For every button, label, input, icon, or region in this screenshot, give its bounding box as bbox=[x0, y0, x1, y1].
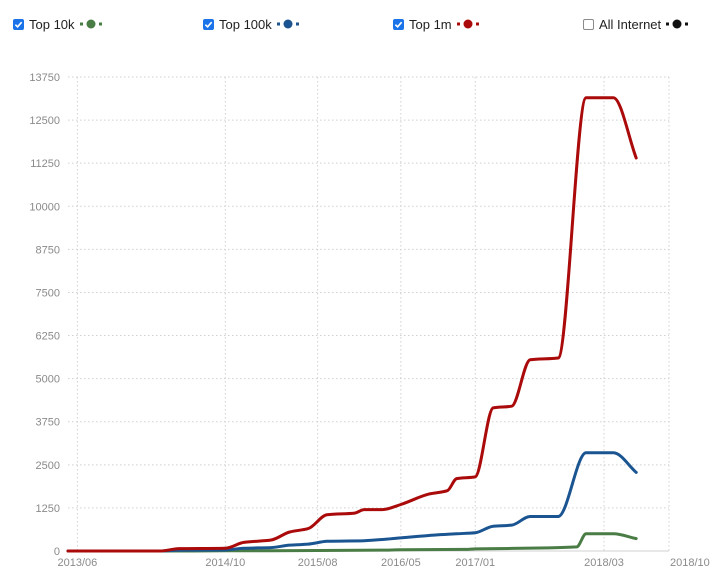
series-line-top-1m bbox=[66, 96, 638, 553]
y-tick-label: 12500 bbox=[29, 115, 60, 127]
y-tick-label: 11250 bbox=[30, 158, 60, 170]
x-tick-label: 2016/05 bbox=[381, 557, 421, 569]
y-axis: 0 1250 2500 3750 5000 6250 7500 8750 10000 11250 1… bbox=[29, 72, 60, 558]
x-tick-label: 2015/08 bbox=[298, 557, 338, 569]
legend-label: Top 100k bbox=[219, 16, 272, 32]
checkbox-unchecked-icon[interactable] bbox=[583, 18, 594, 30]
y-tick-label: 10000 bbox=[29, 201, 60, 213]
x-axis: 2013/06 2014/10 2015/08 2016/05 2017/01 2018/… bbox=[58, 557, 710, 569]
x-tick-label: 2018/03 bbox=[584, 557, 624, 569]
series-line-top-100k bbox=[66, 451, 638, 553]
y-tick-label: 13750 bbox=[29, 72, 60, 84]
y-tick-label: 6250 bbox=[36, 331, 60, 343]
legend-item-top-1m[interactable]: Top 1m bbox=[393, 14, 479, 34]
legend-label: Top 1m bbox=[409, 16, 452, 32]
y-tick-label: 3750 bbox=[36, 417, 60, 429]
series-line-top-10k bbox=[66, 532, 638, 553]
x-tick-label: 2018/10 bbox=[670, 557, 710, 569]
legend-label: All Internet bbox=[599, 16, 662, 32]
dot-swatch-icon bbox=[666, 19, 689, 29]
x-tick-label: 2014/10 bbox=[205, 557, 245, 569]
x-tick-label: 2013/06 bbox=[58, 557, 98, 569]
y-tick-label: 5000 bbox=[36, 374, 60, 386]
checkbox-checked-icon[interactable] bbox=[203, 18, 214, 30]
y-tick-label: 1250 bbox=[36, 503, 60, 515]
y-tick-label: 2500 bbox=[36, 460, 60, 472]
legend-item-all-internet[interactable]: All Internet bbox=[583, 14, 689, 34]
legend-item-top-100k[interactable]: Top 100k bbox=[203, 14, 299, 34]
dot-swatch-icon bbox=[456, 19, 479, 29]
checkbox-checked-icon[interactable] bbox=[393, 18, 404, 30]
y-tick-label: 7500 bbox=[36, 287, 60, 299]
checkbox-checked-icon[interactable] bbox=[13, 18, 24, 30]
y-tick-label: 8750 bbox=[36, 244, 60, 256]
legend-item-top-10k[interactable]: Top 10k bbox=[13, 14, 102, 34]
x-tick-label: 2017/01 bbox=[455, 557, 495, 569]
dot-swatch-icon bbox=[79, 19, 102, 29]
y-tick-label: 0 bbox=[54, 546, 60, 558]
dot-swatch-icon bbox=[276, 19, 299, 29]
chart-legend: Top 10k Top 100k Top 1m All Internet bbox=[0, 0, 727, 40]
legend-label: Top 10k bbox=[29, 16, 75, 32]
series-lines bbox=[66, 96, 638, 553]
